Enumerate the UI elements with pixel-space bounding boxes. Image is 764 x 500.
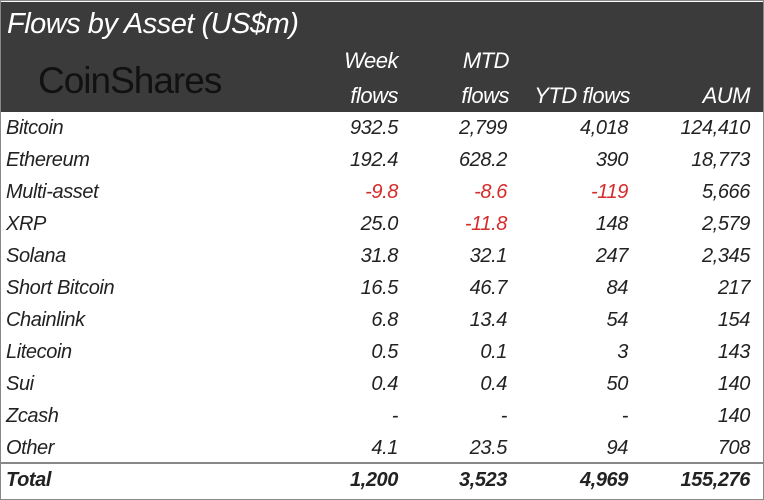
table-row: XRP 25.0 -11.8 148 2,579 bbox=[0, 208, 764, 240]
aum-cell: 124,410 bbox=[680, 117, 751, 139]
table-row: Solana 31.8 32.1 247 2,345 bbox=[0, 240, 764, 272]
week-flows-cell: 31.8 bbox=[360, 245, 399, 267]
table-row: Bitcoin 932.5 2,799 4,018 124,410 bbox=[0, 112, 764, 144]
table-row: Zcash - - - 140 bbox=[0, 400, 764, 432]
week-flows-cell: -9.8 bbox=[365, 181, 398, 203]
ytd-flows-cell: 3 bbox=[617, 341, 628, 363]
aum-cell: 155,276 bbox=[680, 469, 751, 491]
mtd-flows-cell: 3,523 bbox=[458, 469, 507, 491]
asset-name: Multi-asset bbox=[6, 181, 99, 203]
header-mtd-line1: MTD bbox=[462, 48, 510, 73]
table-row: Chainlink 6.8 13.4 54 154 bbox=[0, 304, 764, 336]
aum-cell: 2,345 bbox=[701, 245, 750, 267]
asset-name: Short Bitcoin bbox=[6, 277, 115, 299]
header-week-line2: flows bbox=[350, 83, 398, 108]
ytd-flows-cell: - bbox=[621, 405, 629, 427]
table-row: Litecoin 0.5 0.1 3 143 bbox=[0, 336, 764, 368]
asset-name: Ethereum bbox=[6, 149, 90, 171]
ytd-flows-cell: 4,018 bbox=[579, 117, 628, 139]
mtd-flows-cell: 23.5 bbox=[469, 437, 508, 459]
asset-name: Solana bbox=[6, 245, 66, 267]
mtd-flows-cell: 2,799 bbox=[458, 117, 507, 139]
header-week-line1: Week bbox=[344, 48, 398, 73]
asset-name: Chainlink bbox=[6, 309, 85, 331]
ytd-flows-cell: 84 bbox=[606, 277, 629, 299]
asset-name: Litecoin bbox=[6, 341, 72, 363]
week-flows-cell: 932.5 bbox=[349, 117, 398, 139]
mtd-flows-cell: -8.6 bbox=[474, 181, 507, 203]
aum-cell: 18,773 bbox=[691, 149, 750, 171]
ytd-flows-cell: 148 bbox=[595, 213, 629, 235]
ytd-flows-cell: 54 bbox=[606, 309, 629, 331]
ytd-flows-cell: 247 bbox=[595, 245, 629, 267]
header-mtd-line2: flows bbox=[461, 83, 509, 108]
ytd-flows-cell: 4,969 bbox=[579, 469, 628, 491]
week-flows-cell: - bbox=[391, 405, 399, 427]
table-title: Flows by Asset (US$m) bbox=[7, 8, 299, 40]
asset-name: Total bbox=[6, 469, 52, 491]
ytd-flows-cell: -119 bbox=[591, 181, 628, 203]
aum-cell: 143 bbox=[717, 341, 751, 363]
header-aum: AUM bbox=[702, 83, 751, 108]
header-ytd: YTD flows bbox=[534, 83, 630, 108]
mtd-flows-cell: 628.2 bbox=[458, 149, 507, 171]
asset-name: Other bbox=[6, 437, 55, 459]
asset-name: XRP bbox=[6, 213, 46, 235]
ytd-flows-cell: 94 bbox=[606, 437, 629, 459]
table-header: Flows by Asset (US$m) CoinShares Week fl… bbox=[1, 2, 763, 112]
week-flows-cell: 0.4 bbox=[371, 373, 398, 395]
asset-name: Zcash bbox=[6, 405, 59, 427]
asset-name: Bitcoin bbox=[6, 117, 64, 139]
mtd-flows-cell: - bbox=[500, 405, 508, 427]
total-separator bbox=[0, 462, 764, 464]
mtd-flows-cell: 13.4 bbox=[469, 309, 508, 331]
mtd-flows-cell: 0.1 bbox=[480, 341, 507, 363]
week-flows-cell: 0.5 bbox=[371, 341, 398, 363]
aum-cell: 5,666 bbox=[701, 181, 750, 203]
aum-cell: 708 bbox=[717, 437, 751, 459]
week-flows-cell: 6.8 bbox=[371, 309, 398, 331]
mtd-flows-cell: 32.1 bbox=[469, 245, 508, 267]
mtd-flows-cell: 46.7 bbox=[469, 277, 508, 299]
coinshares-logo: CoinShares bbox=[38, 60, 222, 101]
week-flows-cell: 16.5 bbox=[360, 277, 399, 299]
week-flows-cell: 1,200 bbox=[349, 469, 398, 491]
table-row: Short Bitcoin 16.5 46.7 84 217 bbox=[0, 272, 764, 304]
week-flows-cell: 25.0 bbox=[360, 213, 399, 235]
table-row: Ethereum 192.4 628.2 390 18,773 bbox=[0, 144, 764, 176]
table-row: Sui 0.4 0.4 50 140 bbox=[0, 368, 764, 400]
aum-cell: 140 bbox=[717, 373, 751, 395]
ytd-flows-cell: 390 bbox=[595, 149, 629, 171]
asset-name: Sui bbox=[6, 373, 34, 395]
aum-cell: 154 bbox=[717, 309, 751, 331]
mtd-flows-cell: 0.4 bbox=[480, 373, 507, 395]
total-row: Total 1,200 3,523 4,969 155,276 bbox=[0, 464, 764, 496]
ytd-flows-cell: 50 bbox=[606, 373, 629, 395]
aum-cell: 2,579 bbox=[701, 213, 750, 235]
mtd-flows-cell: -11.8 bbox=[464, 213, 508, 235]
table-row: Multi-asset -9.8 -8.6 -119 5,666 bbox=[0, 176, 764, 208]
week-flows-cell: 192.4 bbox=[349, 149, 398, 171]
aum-cell: 217 bbox=[717, 277, 751, 299]
aum-cell: 140 bbox=[717, 405, 751, 427]
table-row: Other 4.1 23.5 94 708 bbox=[0, 432, 764, 464]
week-flows-cell: 4.1 bbox=[371, 437, 398, 459]
